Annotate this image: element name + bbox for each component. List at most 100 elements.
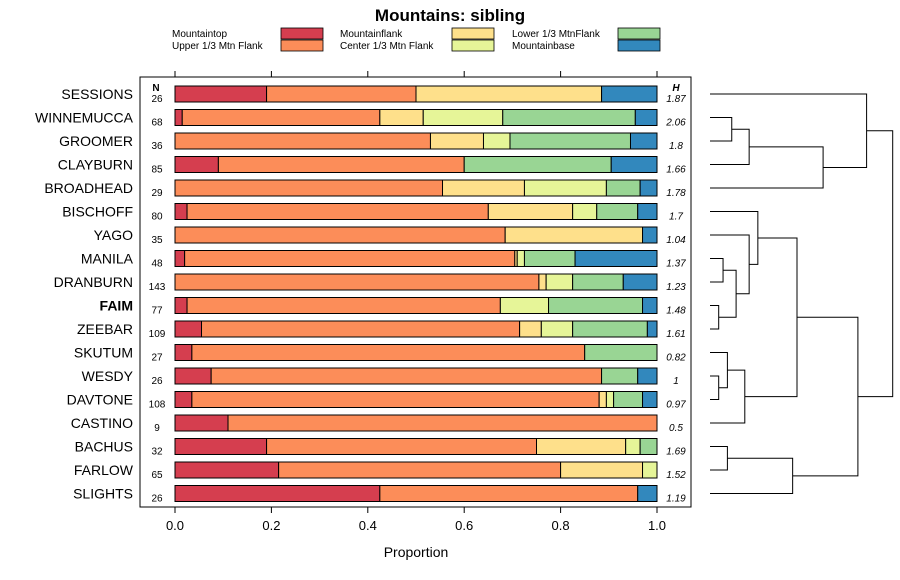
- dendrogram-link: [710, 117, 733, 142]
- bar-segment: [174, 438, 268, 455]
- bar-segment: [174, 367, 212, 385]
- bar-segment: [584, 344, 658, 361]
- x-tick-label: 1.0: [648, 518, 666, 533]
- bar-segment: [181, 109, 381, 126]
- row-label: FAIM: [100, 298, 133, 314]
- bar-segment: [422, 109, 504, 126]
- bar-segment: [523, 250, 576, 267]
- bar-segment: [646, 320, 658, 338]
- bar-segment: [174, 485, 381, 502]
- bar-segment: [613, 391, 644, 408]
- n-value: 65: [151, 470, 163, 481]
- n-value: 48: [151, 259, 163, 270]
- legend-label: Mountaintop: [172, 29, 227, 40]
- dendrogram-link: [710, 211, 759, 265]
- bar-segment: [174, 179, 444, 197]
- h-value: 1.04: [666, 235, 686, 246]
- legend-swatch: [617, 27, 661, 40]
- row-label: DAVTONE: [67, 392, 133, 408]
- n-value: 9: [154, 423, 160, 434]
- dendrogram-link: [710, 93, 868, 168]
- bar-segment: [191, 344, 586, 361]
- n-value: 143: [149, 282, 166, 293]
- x-tick-label: 0.2: [262, 518, 280, 533]
- bar-segment: [601, 367, 639, 385]
- bar-segment: [574, 250, 658, 267]
- dendrogram-link: [710, 128, 750, 165]
- bar-segment: [605, 391, 615, 408]
- legend-swatch: [280, 27, 324, 40]
- bar-segment: [548, 297, 644, 314]
- row-label: FARLOW: [74, 462, 134, 478]
- row-label: YAGO: [94, 227, 134, 243]
- bar-segment: [642, 391, 658, 408]
- h-value: 2.06: [665, 118, 686, 129]
- bar-segment: [610, 156, 658, 173]
- bar-segment: [201, 320, 521, 338]
- bar-segment: [509, 132, 631, 150]
- legend-label: Mountainflank: [340, 29, 403, 40]
- bar-segment: [637, 203, 658, 220]
- h-value: 1.37: [666, 259, 686, 270]
- bar-segment: [266, 85, 417, 103]
- n-value: 32: [151, 447, 163, 458]
- bar-segment: [572, 273, 624, 291]
- bar-segment: [174, 156, 219, 173]
- dendrogram-link: [744, 237, 798, 398]
- row-label: BROADHEAD: [44, 180, 133, 196]
- bar-segment: [174, 203, 188, 220]
- n-value: 108: [149, 400, 166, 411]
- bar-segment: [637, 485, 658, 502]
- legend-label: Mountainbase: [512, 41, 575, 52]
- bar-segment: [596, 203, 639, 220]
- bar-segment: [442, 179, 525, 197]
- bar-segment: [174, 226, 506, 244]
- bar-segment: [629, 132, 658, 150]
- row-label: WINNEMUCCA: [35, 110, 134, 126]
- bar-segment: [502, 109, 636, 126]
- h-value: 1.69: [666, 447, 686, 458]
- bar-segment: [572, 320, 648, 338]
- row-label: WESDY: [82, 368, 134, 384]
- bar-segment: [227, 414, 658, 432]
- dendrogram-link: [710, 457, 794, 494]
- legend-label: Lower 1/3 MtnFlank: [512, 29, 601, 40]
- bar-segment: [540, 320, 574, 338]
- bar-segment: [601, 85, 658, 103]
- n-value: 27: [151, 353, 163, 364]
- bar-segment: [184, 250, 516, 267]
- x-axis-label: Proportion: [384, 544, 449, 560]
- bar-segment: [625, 438, 641, 455]
- h-value: 1.48: [666, 306, 686, 317]
- x-tick-label: 0.0: [166, 518, 184, 533]
- dendrogram-link: [792, 316, 859, 477]
- h-value: 0.97: [666, 400, 686, 411]
- row-label: ZEEBAR: [77, 321, 133, 337]
- row-label: BACHUS: [75, 439, 133, 455]
- bar-segment: [266, 438, 537, 455]
- bar-segment: [642, 297, 658, 314]
- bar-segment: [504, 226, 644, 244]
- h-value: 1.61: [666, 329, 685, 340]
- row-label: CLAYBURN: [58, 157, 133, 173]
- dendrogram-link: [710, 375, 720, 400]
- bar-segment: [379, 109, 424, 126]
- bar-segment: [174, 414, 229, 432]
- n-value: 29: [151, 188, 163, 199]
- bar-segment: [217, 156, 465, 173]
- bar-segment: [278, 461, 562, 479]
- row-label: DRANBURN: [54, 274, 133, 290]
- n-value: 80: [151, 212, 163, 223]
- n-value: 77: [151, 306, 163, 317]
- n-value: 68: [151, 118, 163, 129]
- bar-segment: [174, 344, 193, 361]
- bar-segment: [186, 297, 501, 314]
- plot-frame: [139, 76, 692, 508]
- legend-swatch: [451, 39, 495, 52]
- bar-segment: [415, 85, 603, 103]
- bar-segment: [379, 485, 639, 502]
- h-values: 1.87 2.06 1.8 1.66 1.78 1.7 1.04 1.37 1.23 1.48 1.…: [665, 94, 686, 505]
- bar-segment: [210, 367, 603, 385]
- bar-segment: [536, 438, 627, 455]
